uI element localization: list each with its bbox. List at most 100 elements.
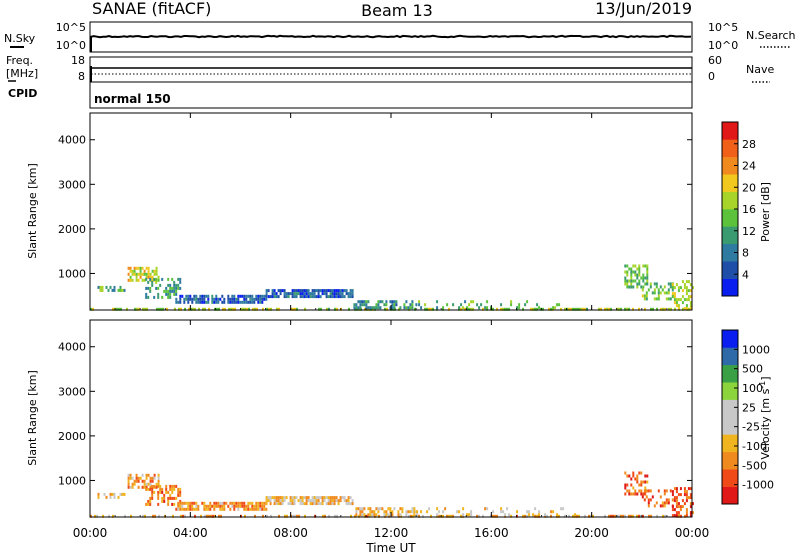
echo-cell (203, 300, 206, 304)
echo-cell (516, 510, 519, 514)
echo-cell (663, 489, 666, 493)
echo-cell (384, 307, 386, 311)
echo-cell (361, 303, 364, 307)
echo-cell (205, 294, 208, 298)
echo-cell (157, 479, 160, 483)
echo-cell (237, 504, 240, 508)
echo-cell (632, 270, 635, 274)
echo-cell (408, 307, 410, 311)
echo-cell (377, 510, 380, 514)
echo-cell (167, 277, 170, 281)
echo-cell (622, 514, 624, 518)
echo-cell (109, 492, 112, 496)
noise-left-label: N.Sky (4, 32, 36, 45)
echo-cell (305, 496, 308, 500)
echo-cell (391, 300, 394, 304)
echo-cell (413, 513, 416, 517)
echo-cell (339, 499, 342, 503)
cpid-label: CPID (8, 87, 37, 100)
echo-cell (640, 514, 642, 518)
power-colorbar: 28 24 20 16 12 8 4 Power [dB] (721, 121, 772, 297)
echo-cell (303, 292, 306, 296)
echo-cell (227, 294, 230, 298)
echo-cell (147, 473, 150, 477)
echo-cell (245, 294, 248, 298)
echo-cell (410, 514, 412, 518)
echo-cell (205, 504, 208, 508)
echo-cell (683, 307, 686, 311)
echo-cell (171, 490, 174, 494)
echo-cell (161, 490, 164, 494)
echo-cell (476, 514, 478, 518)
echo-cell (367, 306, 370, 310)
echo-cell (157, 476, 160, 480)
echo-cell (173, 286, 176, 290)
echo-cell (632, 307, 634, 311)
echo-cell (645, 489, 648, 493)
echo-cell (650, 307, 652, 311)
echo-cell (530, 307, 532, 311)
echo-cell (281, 496, 284, 500)
echo-cell (139, 476, 142, 480)
echo-cell (190, 307, 192, 311)
echo-cell (281, 499, 284, 503)
echo-cell (371, 510, 374, 514)
echo-cell (462, 507, 465, 511)
echo-cell (160, 307, 162, 311)
echo-cell (218, 307, 220, 311)
echo-cell (185, 294, 188, 298)
echo-cell (183, 501, 186, 505)
echo-cell (187, 504, 190, 508)
echo-cell (177, 501, 180, 505)
echo-cell (646, 276, 649, 280)
echo-cell (123, 492, 126, 496)
echo-cell (133, 482, 136, 486)
echo-cell (664, 514, 666, 518)
echo-cell (632, 279, 635, 283)
echo-cell (191, 504, 194, 508)
echo-cell (135, 272, 138, 276)
echo-cell (472, 307, 474, 311)
echo-cell (673, 499, 676, 503)
echo-cell (213, 507, 216, 511)
echo-cell (588, 514, 590, 518)
echo-cell (111, 288, 114, 292)
echo-cell (683, 286, 686, 290)
echo-cell (671, 490, 674, 494)
echo-cell (438, 510, 441, 514)
echo-cell (201, 297, 204, 301)
echo-cell (179, 294, 182, 298)
echo-cell (393, 303, 396, 307)
echo-cell (231, 504, 234, 508)
echo-cell (191, 501, 194, 505)
echo-cell (215, 504, 218, 508)
echo-cell (349, 496, 352, 500)
echo-cell (689, 496, 692, 500)
echo-cell (102, 514, 104, 518)
echo-cell (203, 507, 206, 511)
echo-cell (516, 306, 519, 310)
echo-cell (301, 499, 304, 503)
echo-cell (149, 277, 152, 281)
echo-cell (624, 276, 627, 280)
power-y-axis-label: Slant Range [km] (26, 163, 39, 259)
echo-cell (293, 292, 296, 296)
echo-cell (145, 502, 148, 506)
echo-cell (391, 303, 394, 307)
echo-cell (516, 307, 518, 311)
echo-cell (532, 307, 534, 311)
echo-cell (576, 307, 578, 311)
echo-cell (253, 507, 256, 511)
echo-cell (117, 288, 120, 292)
echo-cell (638, 279, 641, 283)
echo-cell (108, 514, 110, 518)
echo-cell (628, 267, 631, 271)
echo-cell (337, 295, 340, 299)
echo-cell (373, 306, 376, 310)
x-tick-label: 00:00 (73, 526, 108, 540)
echo-cell (187, 297, 190, 301)
echo-cell (214, 514, 216, 518)
echo-cell (149, 487, 152, 491)
echo-cell (524, 303, 527, 307)
echo-cell (209, 507, 212, 511)
